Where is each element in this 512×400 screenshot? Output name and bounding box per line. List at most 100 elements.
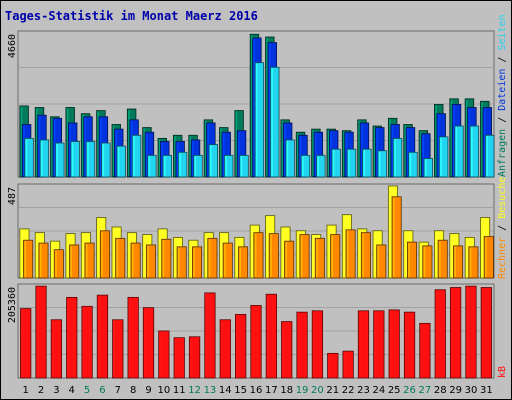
bar-seiten-day-22	[346, 148, 357, 178]
bar-seiten-day-3	[55, 142, 65, 178]
bar-kb-day-9	[142, 307, 155, 379]
bar-kb-day-6	[96, 294, 109, 379]
bar-rechner-day-13	[207, 237, 218, 279]
x-tick-label-day-31: 31	[480, 385, 493, 396]
x-tick-label-day-13: 13	[204, 385, 217, 396]
bar-rechner-day-2	[38, 242, 49, 279]
bar-rechner-day-18	[284, 240, 295, 279]
bar-kb-day-1	[20, 308, 32, 379]
bar-kb-day-20	[311, 310, 324, 379]
bar-kb-day-8	[127, 296, 139, 379]
x-tick-label-day-26: 26	[403, 385, 416, 396]
bar-kb-day-22	[342, 350, 354, 379]
x-tick-label-day-8: 8	[130, 385, 136, 396]
bar-kb-day-11	[173, 337, 185, 379]
legend-panel-2: Rechner / Besuche	[497, 177, 508, 279]
bar-kb-day-30	[465, 285, 477, 379]
x-tick-label-day-11: 11	[173, 385, 186, 396]
x-tick-label-day-19: 19	[296, 385, 309, 396]
bar-rechner-day-29	[453, 245, 464, 279]
bar-kb-day-13	[204, 292, 216, 379]
bar-kb-day-21	[327, 352, 339, 379]
x-tick-label-day-29: 29	[449, 385, 462, 396]
x-tick-label-day-2: 2	[38, 385, 44, 396]
x-tick-label-day-23: 23	[357, 385, 370, 396]
x-tick-label-day-7: 7	[115, 385, 121, 396]
bar-seiten-day-16	[254, 62, 265, 178]
x-tick-label-day-25: 25	[388, 385, 401, 396]
legend-item-rechner: Rechner	[497, 237, 508, 279]
bar-seiten-day-10	[162, 154, 172, 178]
bar-rechner-day-20	[314, 237, 325, 279]
bar-rechner-day-9	[145, 244, 156, 279]
legend-panel-1: Anfragen / Dateien / Seiten	[497, 14, 508, 177]
bar-seiten-day-31	[485, 134, 495, 178]
y-tick-label: 487	[7, 187, 18, 205]
x-tick-label-day-10: 10	[158, 385, 171, 396]
legend-item-besuche: Besuche	[497, 177, 508, 219]
bar-rechner-day-31	[483, 236, 494, 279]
bar-rechner-day-3	[53, 249, 64, 279]
bar-seiten-day-28	[438, 136, 449, 178]
bar-kb-day-5	[81, 305, 93, 379]
bar-rechner-day-19	[299, 234, 310, 279]
bar-seiten-day-5	[85, 141, 96, 178]
bar-rechner-day-28	[437, 239, 448, 279]
legend-item-kb: kB	[497, 366, 508, 378]
bar-seiten-day-13	[208, 144, 219, 178]
bar-kb-day-28	[434, 289, 446, 379]
bar-seiten-day-17	[270, 66, 280, 178]
bar-rechner-day-26	[406, 241, 418, 279]
bar-kb-day-10	[158, 330, 170, 379]
x-tick-label-day-20: 20	[311, 385, 324, 396]
bar-kb-day-17	[265, 293, 277, 379]
y-tick-label: 205360	[7, 287, 18, 323]
bar-rechner-day-6	[99, 230, 110, 279]
bar-seiten-day-4	[70, 141, 80, 178]
bar-rechner-day-4	[69, 244, 80, 279]
bar-seiten-day-24	[377, 150, 387, 178]
bar-kb-day-7	[112, 319, 124, 379]
legend-item-seiten: Seiten	[497, 14, 508, 50]
bar-seiten-day-11	[177, 151, 188, 178]
bar-kb-day-31	[480, 287, 492, 379]
bar-rechner-day-30	[468, 246, 479, 279]
bar-seiten-day-19	[300, 154, 311, 178]
bar-rechner-day-21	[330, 234, 341, 279]
bar-rechner-day-14	[222, 242, 233, 279]
bar-kb-day-18	[281, 321, 293, 379]
bar-kb-day-26	[403, 311, 416, 379]
bar-kb-day-27	[419, 322, 431, 379]
legend-separator: /	[497, 111, 508, 129]
bar-kb-day-2	[35, 285, 47, 379]
bar-rechner-day-11	[176, 246, 187, 279]
bar-seiten-day-27	[423, 158, 433, 178]
x-tick-label-day-16: 16	[250, 385, 263, 396]
bar-seiten-day-1	[24, 137, 34, 178]
bar-seiten-day-26	[408, 151, 418, 178]
x-tick-label-day-18: 18	[280, 385, 293, 396]
legend-separator: /	[497, 51, 508, 69]
bar-kb-day-29	[449, 287, 462, 379]
bar-kb-day-3	[50, 319, 63, 379]
bar-seiten-day-29	[454, 125, 464, 178]
bar-seiten-day-8	[131, 134, 142, 178]
bar-rechner-day-1	[23, 239, 34, 279]
bar-seiten-day-30	[469, 125, 480, 178]
x-tick-label-day-12: 12	[188, 385, 201, 396]
x-tick-label-day-28: 28	[434, 385, 447, 396]
bar-seiten-day-6	[101, 142, 111, 178]
bar-seiten-day-2	[39, 139, 50, 178]
bar-rechner-day-25	[391, 196, 402, 279]
bar-kb-day-15	[235, 313, 247, 379]
bar-rechner-day-24	[376, 244, 387, 279]
bar-seiten-day-12	[193, 154, 203, 178]
bar-seiten-day-15	[239, 154, 249, 178]
bar-rechner-day-7	[115, 237, 126, 279]
bar-seiten-day-21	[331, 148, 341, 178]
bar-kb-day-4	[66, 296, 78, 379]
x-tick-label-day-27: 27	[419, 385, 432, 396]
x-tick-label-day-4: 4	[69, 385, 75, 396]
